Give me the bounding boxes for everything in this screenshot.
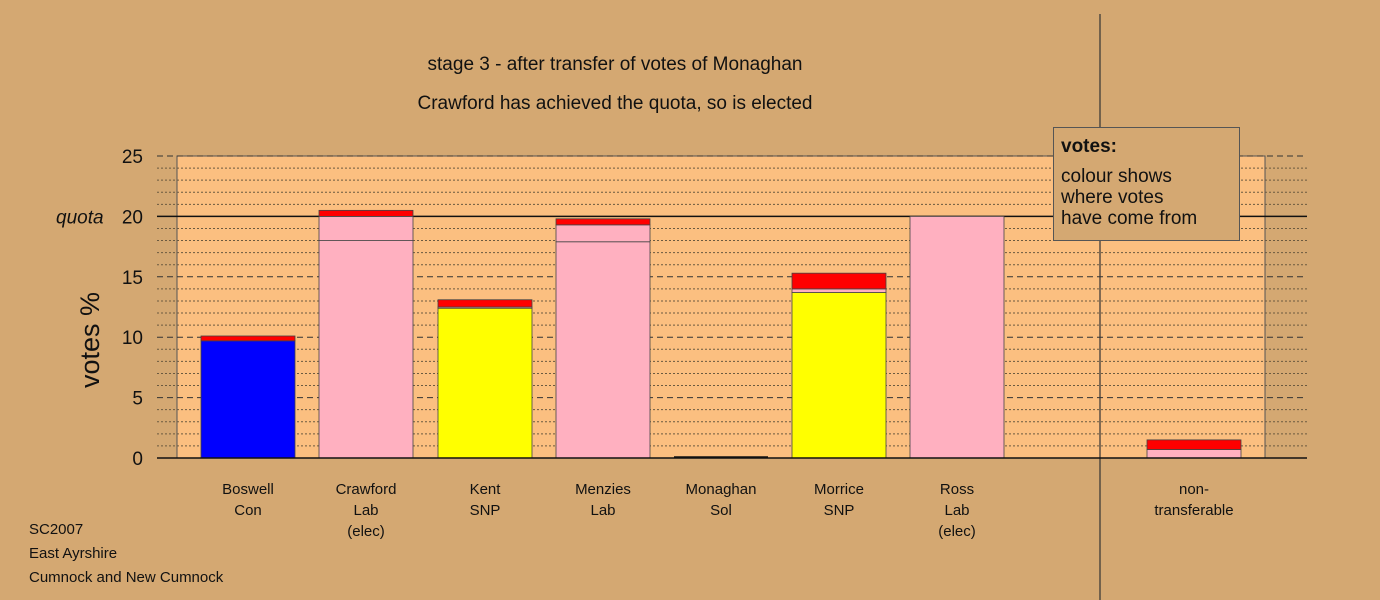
category-label: SNP bbox=[470, 502, 501, 519]
footer-ward: Cumnock and New Cumnock bbox=[29, 569, 224, 586]
category-label: Ross bbox=[940, 481, 974, 498]
bar-segment bbox=[791, 292, 887, 459]
category-label: Monaghan bbox=[686, 481, 757, 498]
bar-segment bbox=[200, 335, 296, 342]
bar-segment bbox=[1146, 439, 1242, 450]
category-label: Lab bbox=[590, 502, 615, 519]
y-tick-label: 10 bbox=[122, 328, 143, 349]
bar-segment bbox=[555, 241, 651, 459]
category-label: Con bbox=[234, 502, 262, 519]
chart-title: stage 3 - after transfer of votes of Mon… bbox=[427, 54, 803, 75]
bar-segment bbox=[1146, 449, 1242, 459]
bar-segment bbox=[555, 218, 651, 226]
category-label: Lab bbox=[944, 502, 969, 519]
category-label: transferable bbox=[1154, 502, 1233, 519]
footer-code: SC2007 bbox=[29, 521, 84, 538]
y-tick-label: 20 bbox=[122, 207, 143, 228]
category-label: Menzies bbox=[575, 481, 631, 498]
bar-segment bbox=[318, 215, 414, 241]
y-axis-label: votes % bbox=[75, 292, 105, 388]
y-tick-label: 25 bbox=[122, 147, 143, 168]
bar-segment bbox=[318, 240, 414, 459]
bar-segment bbox=[437, 307, 533, 459]
category-label: Crawford bbox=[336, 481, 397, 498]
bar-segment bbox=[437, 299, 533, 308]
legend: votes: colour shows where votes have com… bbox=[1053, 127, 1240, 241]
bar-segment bbox=[791, 288, 887, 293]
bar-segment bbox=[318, 209, 414, 217]
legend-title: votes: bbox=[1061, 136, 1117, 157]
bar-segment bbox=[555, 224, 651, 243]
legend-line: have come from bbox=[1061, 208, 1198, 229]
category-label: Morrice bbox=[814, 481, 864, 498]
category-label: (elec) bbox=[938, 523, 976, 540]
category-label: non- bbox=[1179, 481, 1209, 498]
chart-subtitle: Crawford has achieved the quota, so is e… bbox=[417, 93, 813, 114]
category-label: (elec) bbox=[347, 523, 385, 540]
quota-label: quota bbox=[56, 207, 104, 228]
legend-line: colour shows bbox=[1061, 166, 1172, 187]
category-label: Boswell bbox=[222, 481, 274, 498]
legend-line: where votes bbox=[1061, 187, 1164, 208]
bar-segment bbox=[791, 272, 887, 290]
y-tick-label: 5 bbox=[132, 389, 143, 410]
y-tick-label: 0 bbox=[132, 449, 143, 470]
y-tick-label: 15 bbox=[122, 268, 143, 289]
footer-council: East Ayrshire bbox=[29, 545, 118, 562]
bar-segment bbox=[200, 340, 296, 459]
category-label: SNP bbox=[824, 502, 855, 519]
category-label: Kent bbox=[470, 481, 502, 498]
category-label: Lab bbox=[353, 502, 378, 519]
category-label: Sol bbox=[710, 502, 732, 519]
bar-segment bbox=[909, 215, 1005, 459]
